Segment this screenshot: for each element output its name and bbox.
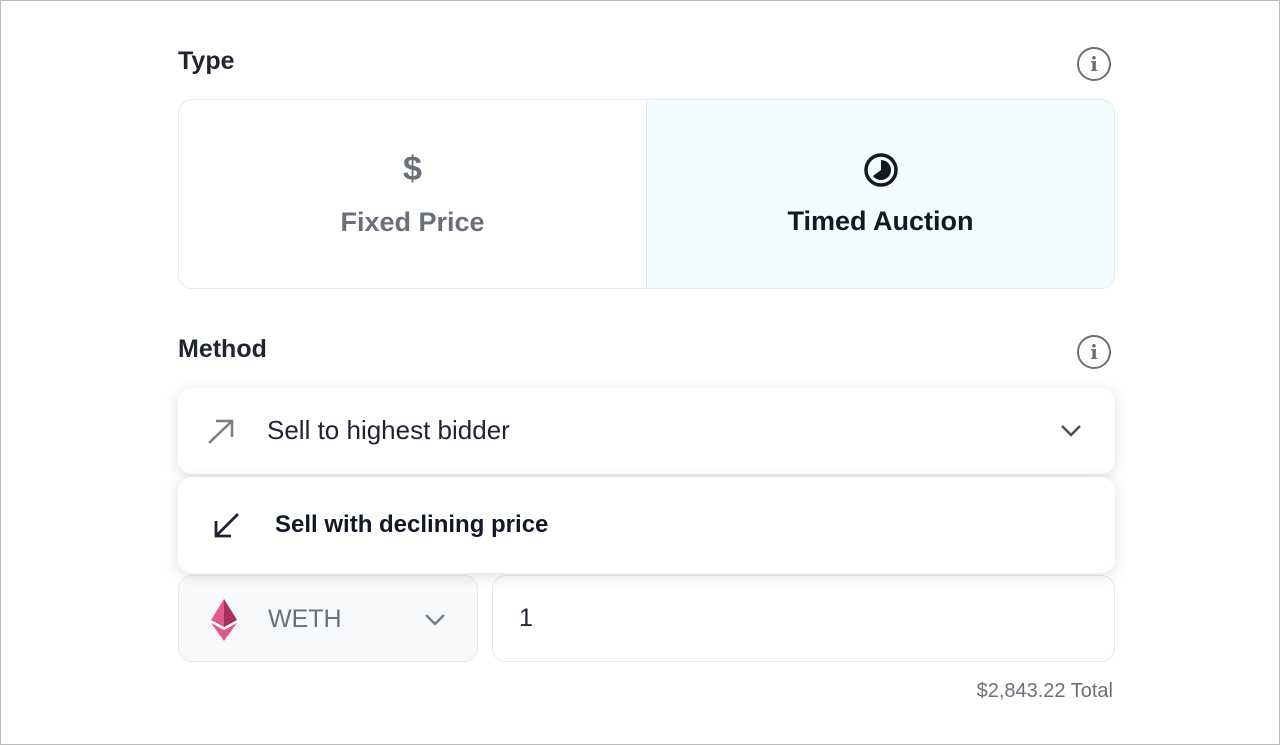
amount-value: 1	[519, 604, 533, 632]
currency-select[interactable]: WETH	[178, 575, 478, 662]
chevron-down-icon	[1061, 425, 1081, 437]
clock-icon	[863, 152, 898, 187]
fixed-price-label: Fixed Price	[340, 207, 485, 237]
type-option-fixed-price[interactable]: $ Fixed Price	[179, 100, 647, 288]
method-info-icon[interactable]: i	[1077, 335, 1111, 369]
type-selector: $ Fixed Price Timed Auction	[178, 99, 1115, 289]
arrow-up-right-icon	[208, 419, 234, 444]
method-label: Method	[178, 335, 267, 363]
chevron-down-icon	[425, 614, 445, 626]
arrow-down-left-icon	[214, 513, 239, 538]
type-option-timed-auction[interactable]: Timed Auction	[647, 100, 1114, 288]
dollar-icon: $	[403, 150, 422, 188]
currency-label: WETH	[268, 605, 342, 633]
type-label: Type	[178, 47, 235, 75]
amount-input[interactable]: 1	[492, 575, 1115, 662]
timed-auction-label: Timed Auction	[787, 205, 974, 236]
method-selected-label: Sell to highest bidder	[267, 415, 510, 445]
weth-icon	[211, 599, 237, 641]
method-dropdown[interactable]: Sell to highest bidder	[178, 388, 1115, 474]
total-price: $2,843.22 Total	[976, 680, 1113, 702]
method-option-declining-price[interactable]: Sell with declining price	[178, 477, 1115, 573]
declining-price-label: Sell with declining price	[275, 511, 549, 538]
type-info-icon[interactable]: i	[1077, 47, 1111, 81]
